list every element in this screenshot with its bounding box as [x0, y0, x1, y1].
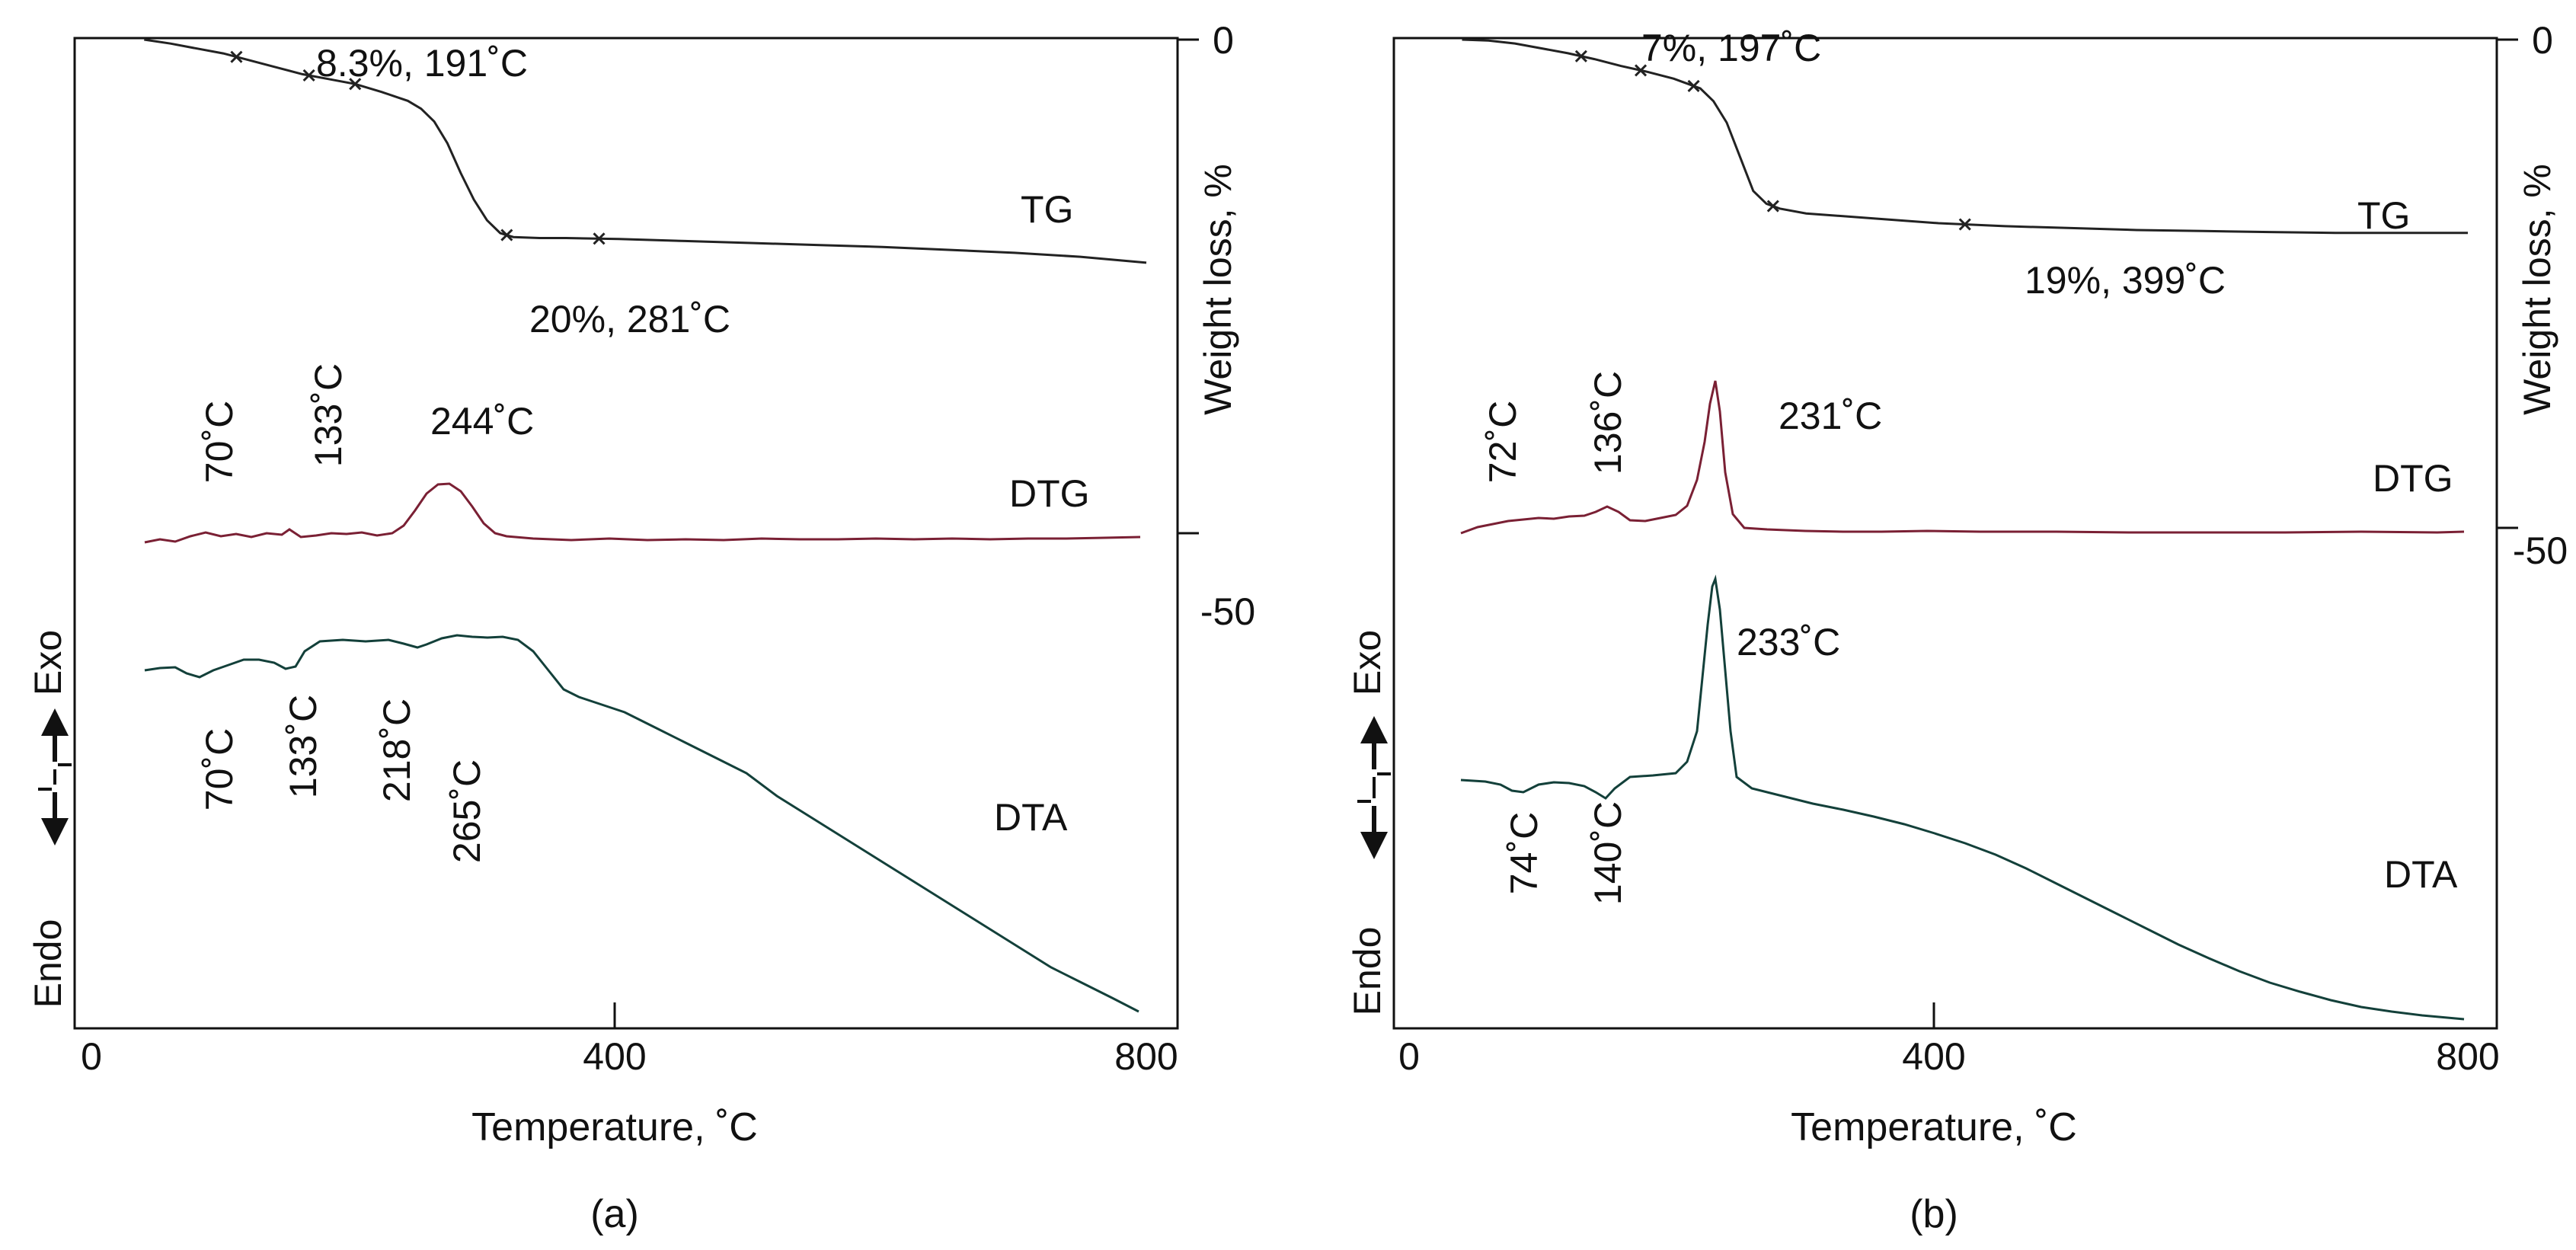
panel-label-b: (b) — [1910, 1192, 1958, 1236]
annotation-b-dtg-231: 231˚C — [1779, 395, 1882, 437]
curve-label-tg-b: TG — [2357, 194, 2410, 237]
panel-label-a: (a) — [590, 1192, 639, 1236]
annotation-a-dta-133: 133˚C — [282, 695, 324, 798]
tg-curve-b — [1462, 38, 2468, 235]
tg-marker — [349, 78, 362, 91]
annotation-a-dta-70: 70˚C — [198, 728, 241, 810]
tg-curve-a — [144, 38, 1147, 264]
annotation-b-tg-7: 7%, 197˚C — [1641, 27, 1821, 69]
y2-axis-label-b: Weight loss, % — [2516, 164, 2558, 415]
x-tick-label-b-0: 0 — [1398, 1035, 1420, 1078]
exo-label-b: Exo — [1346, 630, 1389, 695]
endo-label-a: Endo — [27, 919, 69, 1009]
y2-tick-label-a-50: -50 — [1200, 590, 1255, 633]
tg-marker — [1766, 200, 1779, 213]
annotation-a-dta-218: 218˚C — [376, 699, 418, 802]
x-axis-label-b: Temperature, ˚C — [1791, 1105, 2077, 1149]
dtg-curve-a — [144, 482, 1141, 544]
dta-curve-a — [144, 634, 1139, 1013]
y2-tick-label-b-50: -50 — [2513, 529, 2568, 572]
tg-marker — [1958, 218, 1971, 231]
panel-b: 0 400 800 Temperature, ˚C (b) 0 -50 Weig… — [1346, 19, 2568, 1236]
y2-tick-label-b-0: 0 — [2532, 19, 2553, 62]
y2-tick-label-a-0: 0 — [1213, 19, 1234, 62]
annotation-a-dta-265: 265˚C — [446, 759, 488, 863]
annotation-b-dta-74: 74˚C — [1503, 812, 1545, 894]
curve-label-dtg-a: DTG — [1009, 472, 1090, 515]
annotation-b-tg-19: 19%, 399˚C — [2025, 259, 2226, 302]
x-tick-label-b-800: 800 — [2436, 1035, 2499, 1078]
annotation-b-dtg-136: 136˚C — [1587, 371, 1629, 475]
tg-marker — [1634, 64, 1648, 77]
x-tick-label-b-400: 400 — [1902, 1035, 1965, 1078]
annotation-a-tg-20: 20%, 281˚C — [529, 298, 730, 340]
curve-label-tg-a: TG — [1021, 188, 1073, 231]
curve-label-dta-b: DTA — [2384, 853, 2458, 896]
curve-label-dtg-b: DTG — [2373, 457, 2453, 500]
tg-markers-a — [230, 50, 606, 245]
curve-label-dta-a: DTA — [994, 796, 1068, 839]
plot-frame-a — [73, 37, 1179, 1030]
x-tick-label-a-0: 0 — [81, 1035, 102, 1078]
panel-a: 0 400 800 Temperature, ˚C (a) 0 -50 Weig… — [27, 19, 1255, 1236]
tg-marker — [1574, 50, 1587, 62]
tg-marker — [593, 232, 606, 245]
annotation-a-dtg-244: 244˚C — [430, 400, 534, 443]
x-tick-label-a-800: 800 — [1114, 1035, 1178, 1078]
annotation-b-dtg-72: 72˚C — [1481, 401, 1524, 483]
plot-frame-b — [1392, 37, 2498, 1030]
dta-curve-b — [1460, 574, 2465, 1021]
tg-marker — [302, 69, 315, 82]
tg-marker — [500, 229, 513, 241]
annotation-b-dta-140: 140˚C — [1587, 801, 1629, 905]
exo-label-a: Exo — [27, 630, 69, 695]
tg-marker — [1687, 79, 1700, 92]
tg-marker — [230, 50, 243, 63]
x-axis-label-a: Temperature, ˚C — [471, 1105, 758, 1149]
x-tick-label-a-400: 400 — [583, 1035, 646, 1078]
annotation-a-dtg-133: 133˚C — [307, 363, 350, 467]
tg-markers-b — [1574, 50, 1971, 231]
dtg-curve-b — [1460, 380, 2465, 535]
annotation-b-dta-233: 233˚C — [1737, 621, 1840, 663]
endo-label-b: Endo — [1346, 927, 1389, 1016]
y2-axis-label-a: Weight loss, % — [1197, 164, 1239, 415]
annotation-a-tg-8-3: 8.3%, 191˚C — [316, 42, 528, 85]
annotation-a-dtg-70: 70˚C — [198, 401, 241, 483]
